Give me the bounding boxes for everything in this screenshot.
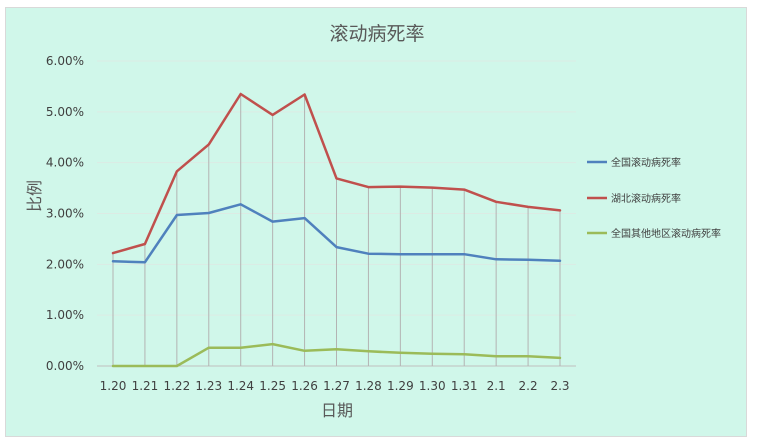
series-line-3	[111, 342, 562, 368]
x-tick-label: 1.31	[451, 379, 478, 393]
y-tick-label: 2.00%	[46, 257, 84, 271]
x-tick-label: 1.30	[419, 379, 446, 393]
x-tick-label: 1.29	[387, 379, 414, 393]
x-axis-ticks: 1.20 1.21 1.22 1.23 1.24 1.25 1.26 1.27 1.28 1.29…	[100, 379, 570, 393]
legend-label: 湖北滚动病死率	[611, 192, 681, 205]
legend-label: 全国滚动病死率	[611, 156, 681, 169]
x-axis-title: 日期	[321, 401, 353, 420]
x-tick-label: 2.2	[519, 379, 538, 393]
y-axis-ticks: 0.00% 1.00% 2.00% 3.00% 4.00% 5.00% 6.00%	[46, 54, 84, 373]
y-tick-label: 5.00%	[46, 105, 84, 119]
x-tick-label: 1.22	[163, 379, 190, 393]
y-tick-label: 1.00%	[46, 308, 84, 322]
x-tick-label: 1.27	[323, 379, 350, 393]
x-tick-label: 1.26	[291, 379, 318, 393]
y-tick-label: 6.00%	[46, 54, 84, 68]
drop-lines	[112, 94, 561, 366]
series-line-1	[111, 203, 562, 264]
series-line-2	[111, 92, 562, 255]
y-tick-label: 4.00%	[46, 156, 84, 170]
x-tick-label: 2.1	[487, 379, 506, 393]
x-tick-label: 1.23	[195, 379, 222, 393]
legend-label: 全国其他地区滚动病死率	[611, 227, 721, 240]
y-tick-label: 3.00%	[46, 207, 84, 221]
x-tick-label: 1.20	[100, 379, 127, 393]
y-tick-label: 0.00%	[46, 359, 84, 373]
x-tick-label: 1.25	[259, 379, 286, 393]
y-axis-title: 比例	[25, 180, 44, 212]
chart-title: 滚动病死率	[329, 23, 424, 45]
x-tick-label: 2.3	[550, 379, 569, 393]
x-tick-label: 1.24	[227, 379, 254, 393]
series-lines	[111, 92, 562, 368]
x-tick-label: 1.21	[132, 379, 159, 393]
x-tick-label: 1.28	[355, 379, 382, 393]
